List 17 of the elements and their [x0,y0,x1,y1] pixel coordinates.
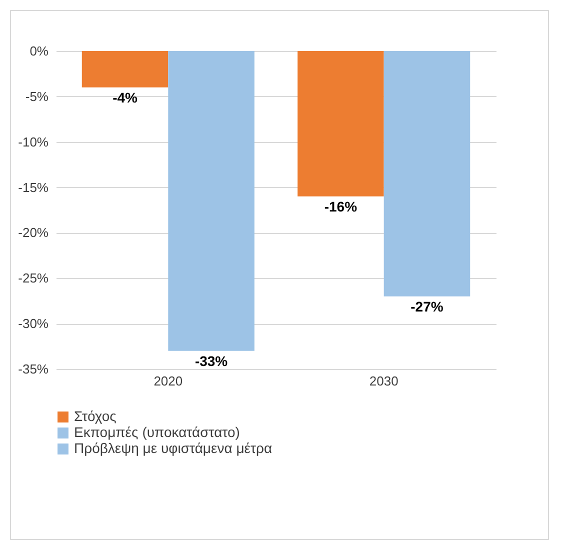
data-label: -27% [410,298,444,314]
x-tick-label: 2030 [369,374,398,388]
y-tick-label: -5% [25,88,49,104]
y-tick-label: 0% [30,44,49,58]
y-tick-label: -20% [18,225,49,240]
y-tick-label: -25% [18,270,49,286]
y-tick-label: -10% [18,134,49,150]
legend-label: Πρόβλεψη με υφιστάμενα μέτρα [74,440,272,456]
data-label: -33% [194,352,228,369]
y-tick-label: -15% [18,180,49,195]
legend-label: Στόχος [74,408,117,424]
y-tick-label: -35% [18,362,49,376]
data-label: -16% [324,198,358,214]
legend-label: Εκπομπές (υποκατάστατο) [74,424,240,440]
x-tick-label: 2020 [154,374,183,388]
y-tick-label: -30% [18,316,49,332]
data-label: -4% [112,89,138,106]
